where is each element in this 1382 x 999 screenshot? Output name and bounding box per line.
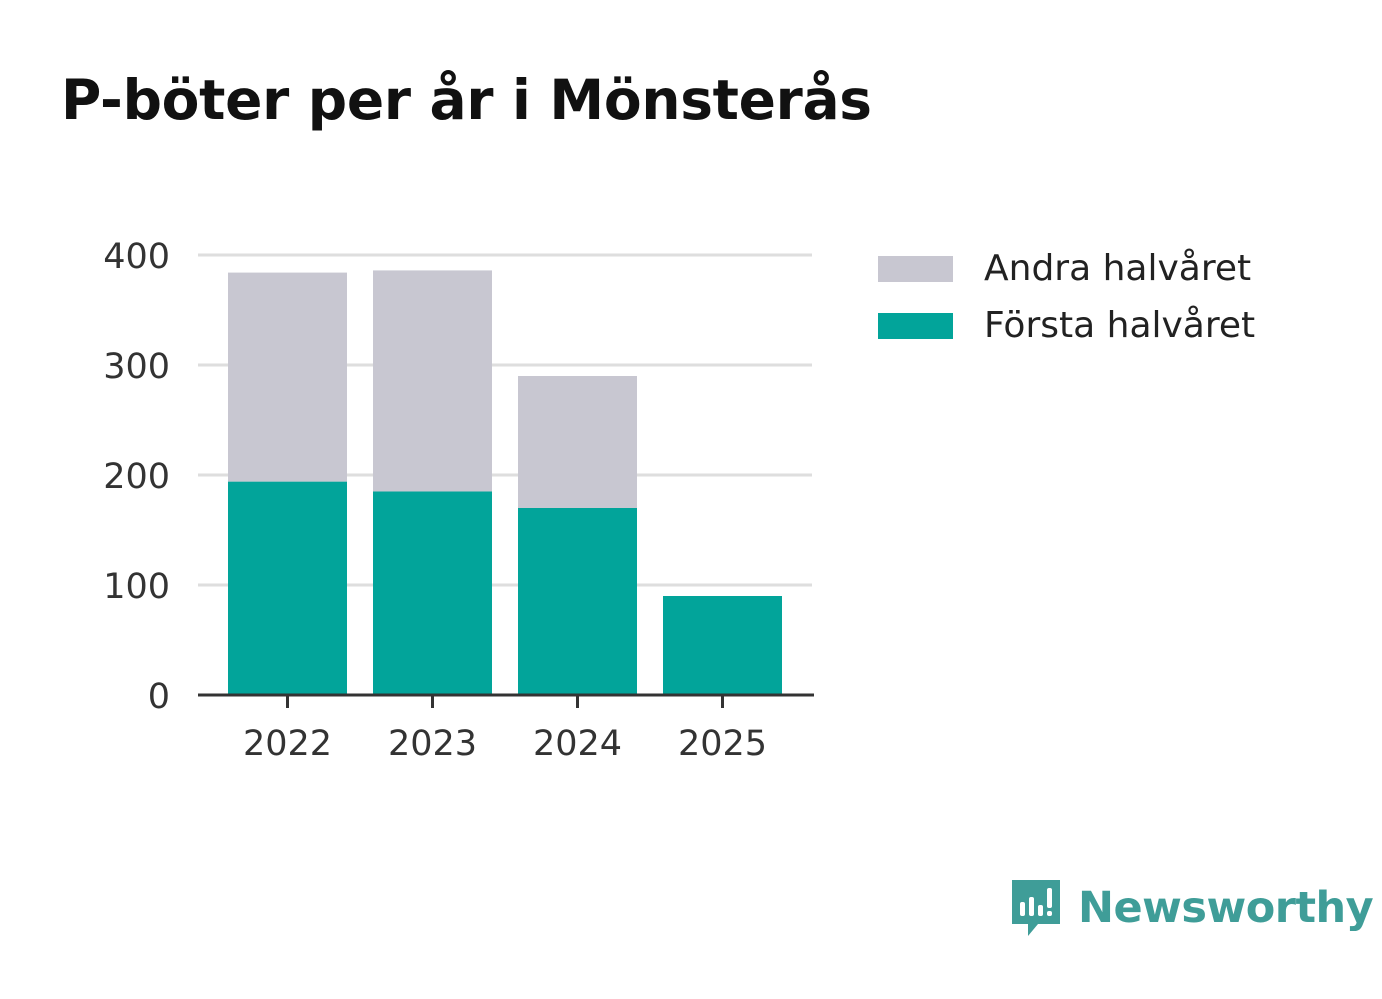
x-axis: 2022 2023 2024 2025 bbox=[198, 693, 814, 764]
x-tick-label: 2022 bbox=[243, 724, 332, 764]
y-axis-ticks: 0 100 200 300 400 bbox=[103, 237, 170, 717]
y-tick-label: 400 bbox=[103, 237, 170, 277]
bars bbox=[228, 270, 782, 695]
legend: Andra halvåret Första halvåret bbox=[878, 240, 1255, 354]
chart-title: P-böter per år i Mönsterås bbox=[61, 68, 872, 132]
bar-forsta-2023 bbox=[373, 491, 492, 695]
brand-logo: Newsworthy bbox=[1010, 878, 1374, 938]
legend-item-forsta: Första halvåret bbox=[878, 297, 1255, 354]
x-tick-label: 2025 bbox=[678, 724, 767, 764]
bar-forsta-2022 bbox=[228, 481, 347, 695]
y-tick-label: 0 bbox=[148, 677, 170, 717]
newsworthy-logo-icon bbox=[1012, 880, 1060, 936]
legend-label-forsta: Första halvåret bbox=[984, 305, 1256, 346]
x-tick-label: 2024 bbox=[533, 724, 622, 764]
y-tick-label: 300 bbox=[103, 347, 170, 387]
bar-forsta-2025 bbox=[663, 596, 782, 695]
bar-forsta-2024 bbox=[518, 508, 637, 695]
x-tick-label: 2023 bbox=[388, 724, 477, 764]
brand-name: Newsworthy bbox=[1078, 883, 1374, 933]
bar-andra-2024 bbox=[518, 376, 637, 508]
legend-item-andra: Andra halvåret bbox=[878, 240, 1255, 297]
legend-swatch-andra bbox=[878, 255, 953, 282]
bar-andra-2022 bbox=[228, 272, 347, 482]
y-tick-label: 100 bbox=[103, 567, 170, 607]
legend-swatch-forsta bbox=[878, 312, 953, 339]
y-tick-label: 200 bbox=[103, 457, 170, 497]
legend-label-andra: Andra halvåret bbox=[984, 248, 1252, 289]
bar-andra-2023 bbox=[373, 270, 492, 492]
